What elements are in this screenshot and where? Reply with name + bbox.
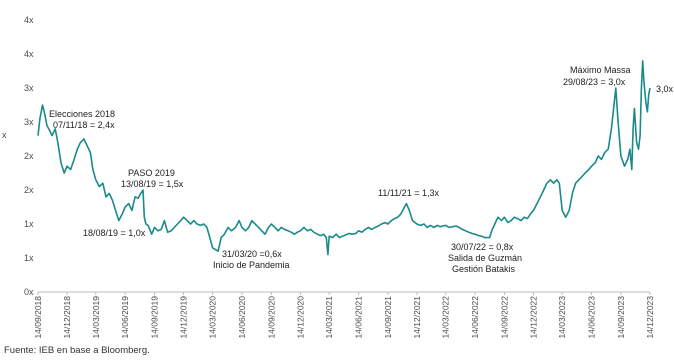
svg-text:31/03/20 =0,6x: 31/03/20 =0,6x — [222, 249, 282, 259]
x-tick-label: 14/12/2018 — [62, 296, 72, 339]
x-tick-label: 14/12/2019 — [179, 296, 189, 339]
svg-text:07/11/18 = 2,4x: 07/11/18 = 2,4x — [53, 120, 115, 130]
svg-text:Inicio de Pandemia: Inicio de Pandemia — [213, 260, 290, 270]
y-tick-label: 2x — [24, 185, 34, 195]
line-chart: x 0x 1x 1x 2x 2x 3x 3x 4x 4x 14/09/2018 14/12/201… — [2, 15, 674, 339]
x-tick-label: 14/06/2019 — [120, 296, 130, 339]
series-line — [37, 60, 651, 256]
x-tick-label: 14/09/2019 — [150, 296, 160, 339]
x-tick-label: 14/06/2020 — [237, 296, 247, 339]
annotation-paso-2019: PASO 2019 13/08/19 = 1,5x — [121, 168, 184, 189]
y-tick-label: 2x — [24, 151, 34, 161]
x-tick-label: 14/03/2022 — [441, 296, 451, 339]
annotation-pandemia: 31/03/20 =0,6x Inicio de Pandemia — [213, 249, 290, 270]
x-tick-label: 14/12/2022 — [528, 296, 538, 339]
x-tick-label: 14/09/2020 — [266, 296, 276, 339]
svg-text:13/08/19 = 1,5x: 13/08/19 = 1,5x — [121, 179, 184, 189]
svg-text:11/11/21 = 1,3x: 11/11/21 = 1,3x — [378, 188, 439, 198]
x-tick-label: 14/03/2023 — [557, 296, 567, 339]
x-tick-label: 14/09/2022 — [499, 296, 509, 339]
svg-text:Gestión Batakis: Gestión Batakis — [452, 264, 516, 274]
x-tick-label: 14/06/2021 — [354, 296, 364, 339]
x-tick-label: 14/09/2018 — [33, 296, 43, 339]
svg-text:Salida de Guzmán: Salida de Guzmán — [448, 253, 522, 263]
y-tick-label: 3x — [24, 117, 34, 127]
x-axis: 14/09/2018 14/12/2018 14/03/2019 14/06/2019… — [33, 292, 655, 339]
annotation-elecciones-2018: Elecciones 2018 07/11/18 = 2,4x — [49, 109, 115, 130]
annotation-guzman: 30/07/22 = 0,8x Salida de Guzmán Gestión… — [448, 242, 522, 274]
svg-text:PASO 2019: PASO 2019 — [128, 168, 175, 178]
svg-text:Máximo Massa: Máximo Massa — [570, 65, 631, 75]
annotation-post-paso: 18/08/19 = 1,0x — [83, 228, 146, 238]
y-tick-label: 4x — [24, 15, 34, 25]
svg-text:29/08/23 = 3,0x: 29/08/23 = 3,0x — [563, 77, 626, 87]
x-tick-label: 14/12/2020 — [295, 296, 305, 339]
svg-text:30/07/22 = 0,8x: 30/07/22 = 0,8x — [451, 242, 514, 252]
y-tick-label: 1x — [24, 219, 34, 229]
x-tick-label: 14/12/2023 — [645, 296, 655, 339]
x-tick-label: 14/06/2022 — [470, 296, 480, 339]
y-tick-label: 1x — [24, 253, 34, 263]
x-tick-label: 14/03/2020 — [208, 296, 218, 339]
x-tick-label: 14/03/2021 — [324, 296, 334, 339]
x-tick-label: 14/03/2019 — [91, 296, 101, 339]
annotation-last-value: 3,0x — [656, 84, 674, 94]
x-tick-label: 14/09/2023 — [616, 296, 626, 339]
y-axis-label: x — [2, 130, 7, 140]
annotation-nov-2021: 11/11/21 = 1,3x — [378, 188, 439, 198]
x-tick-label: 14/12/2021 — [412, 296, 422, 339]
svg-text:Elecciones 2018: Elecciones 2018 — [49, 109, 115, 119]
y-tick-label: 0x — [24, 287, 34, 297]
y-axis: 0x 1x 1x 2x 2x 3x 3x 4x 4x — [24, 15, 34, 297]
annotation-maximo-massa: Máximo Massa 29/08/23 = 3,0x — [563, 65, 631, 87]
x-tick-label: 14/06/2023 — [587, 296, 597, 339]
svg-text:18/08/19 = 1,0x: 18/08/19 = 1,0x — [83, 228, 146, 238]
y-tick-label: 3x — [24, 83, 34, 93]
y-tick-label: 4x — [24, 49, 34, 59]
x-tick-label: 14/09/2021 — [383, 296, 393, 339]
source-note: Fuente: IEB en base a Bloomberg. — [4, 345, 150, 356]
